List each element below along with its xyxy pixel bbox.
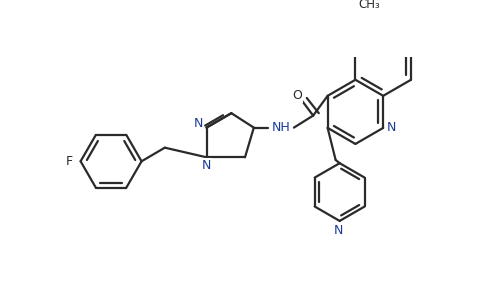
Text: O: O: [292, 89, 302, 102]
Text: N: N: [387, 122, 396, 134]
Text: N: N: [202, 159, 211, 172]
Text: N: N: [333, 224, 343, 237]
Text: F: F: [66, 155, 73, 168]
Text: CH₃: CH₃: [359, 0, 380, 11]
Text: NH: NH: [272, 121, 291, 134]
Text: N: N: [194, 117, 203, 130]
